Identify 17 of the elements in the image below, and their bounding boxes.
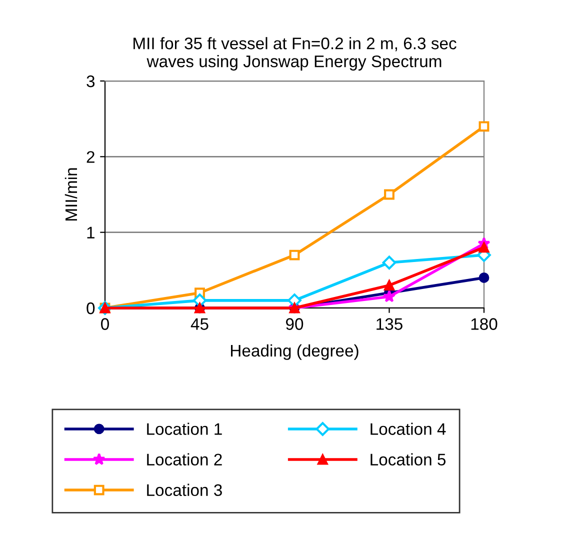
x-axis-title: Heading (degree) [231, 344, 358, 360]
x-tick-label: 45 [190, 318, 208, 330]
legend-label: Location 3 [147, 484, 222, 496]
chart-title: MII for 35 ft vessel at Fn=0.2 in 2 m, 6.3 sec waves using Jonswap Energy Spectrum [134, 37, 456, 71]
y-tick-label: 0 [86, 302, 95, 314]
x-tick-label: 0 [101, 318, 109, 330]
y-axis-title: MII/min [64, 168, 78, 220]
legend-label: Location 5 [370, 453, 446, 466]
y-tick-label: 2 [86, 151, 94, 163]
x-tick-label: 135 [376, 318, 402, 330]
x-tick-label: 180 [471, 318, 498, 330]
x-tick-label: 90 [286, 318, 304, 330]
legend-label: Location 2 [147, 453, 222, 466]
legend-label: Location 1 [147, 422, 222, 435]
y-tick-label: 3 [86, 75, 95, 88]
y-tick-label: 1 [87, 226, 94, 238]
legend-label: Location 4 [370, 422, 446, 435]
